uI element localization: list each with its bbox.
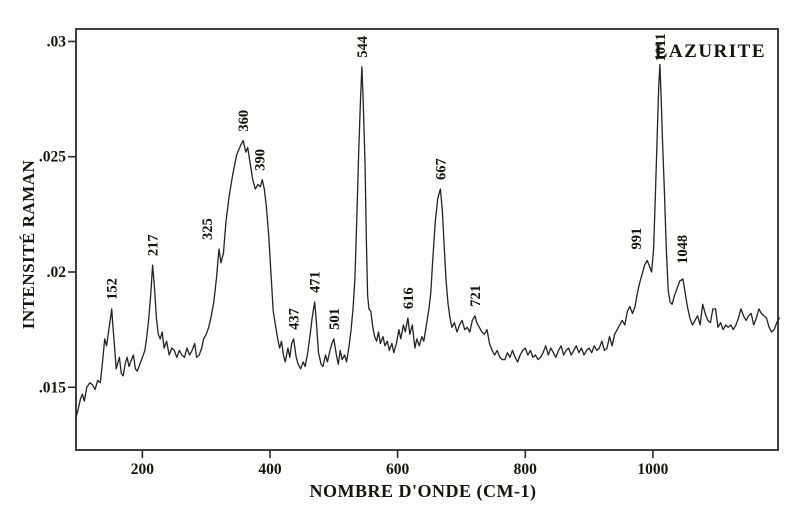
peak-label-616: 616 [401, 287, 417, 309]
peak-label-501: 501 [327, 308, 343, 330]
spectrum-trace [75, 63, 780, 418]
plot-frame [75, 28, 779, 451]
y-tick-label: .015 [39, 379, 66, 396]
x-tick-label: 200 [131, 461, 155, 478]
peak-label-544: 544 [355, 36, 371, 58]
peak-label-991: 991 [629, 228, 645, 250]
y-tick-label: .02 [47, 264, 67, 281]
x-axis-title: NOMBRE D'ONDE (CM-1) [310, 481, 537, 502]
y-tick-label: .025 [39, 149, 66, 166]
x-tick-label: 400 [258, 461, 282, 478]
peak-label-1048: 1048 [675, 235, 691, 264]
peak-label-721: 721 [468, 285, 484, 307]
peak-label-471: 471 [308, 271, 324, 293]
peak-label-667: 667 [433, 158, 449, 180]
y-tick-label: .03 [47, 33, 67, 50]
peak-label-325: 325 [200, 218, 216, 240]
x-tick-label: 1000 [637, 461, 668, 478]
peak-label-437: 437 [287, 308, 303, 330]
y-axis-title: INTENSITÉ RAMAN [19, 160, 38, 330]
x-tick-label: 800 [514, 461, 538, 478]
peak-label-152: 152 [105, 278, 121, 300]
peak-label-1011: 1011 [653, 33, 669, 61]
peak-label-360: 360 [236, 110, 252, 132]
x-tick-label: 600 [386, 461, 410, 478]
chart-title: LAZURITE [655, 41, 766, 62]
peak-label-390: 390 [252, 149, 268, 171]
peak-label-217: 217 [146, 234, 162, 256]
